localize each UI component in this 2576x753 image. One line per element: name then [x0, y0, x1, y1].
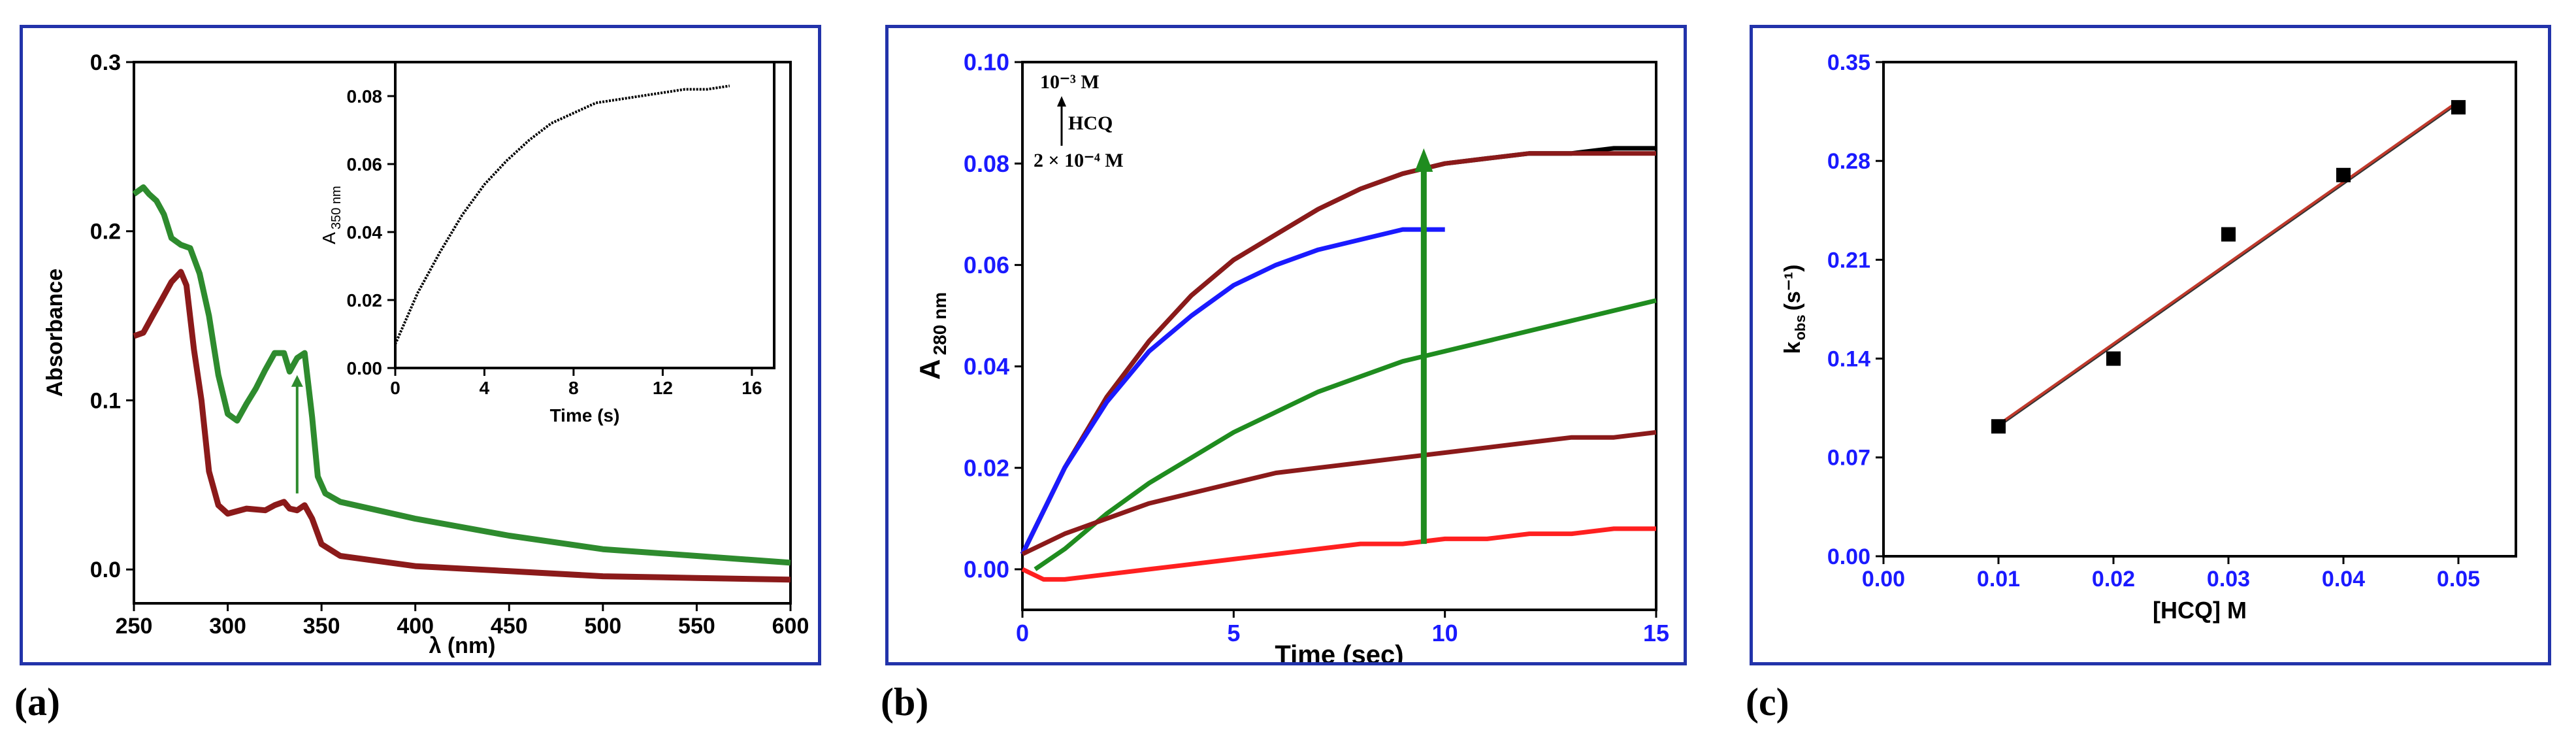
c-y-label-unit: (s⁻¹) — [1780, 265, 1805, 311]
c-y-label-main: k — [1780, 341, 1805, 354]
b-y-axis-label: A 280 nm — [914, 292, 950, 380]
a-inset-y-label-sub: 350 nm — [329, 186, 344, 229]
c-x-tick-label: 0.04 — [2322, 567, 2365, 592]
a-inset-y-tick-label: 0.00 — [347, 358, 383, 378]
chart-a: 250 300 350 400 450 500 550 600 0.0 0.1 0.2 0.3 λ (n… — [42, 50, 809, 658]
b-y-tick-label: 0.10 — [964, 49, 1009, 76]
c-x-tick-label: 0.02 — [2092, 567, 2135, 592]
b-y-tick-label: 0.00 — [964, 556, 1009, 583]
a-y-tick-label: 0.2 — [90, 220, 121, 244]
a-x-axis-label: λ (nm) — [429, 633, 496, 658]
c-plot-frame — [1882, 61, 2517, 558]
a-x-tick-label: 400 — [397, 614, 434, 639]
b-annotation-top: 10⁻³ M — [1040, 71, 1100, 93]
a-x-tick-label: 450 — [491, 614, 528, 639]
a-inset-y-tick-label: 0.08 — [347, 86, 383, 107]
c-x-tick-label: 0.00 — [1862, 567, 1905, 592]
panel-b: 0 5 10 15 0.00 0.02 0.04 0.06 0.08 0.10 Time (sec)… — [885, 25, 1687, 665]
c-data-point — [2451, 100, 2466, 115]
c-data-point — [1991, 419, 2006, 434]
a-inset-x-tick-label: 16 — [742, 378, 762, 398]
a-inset-x-tick-label: 0 — [390, 378, 400, 398]
b-annotation-bottom: 2 × 10⁻⁴ M — [1034, 150, 1124, 171]
b-y-tick-label: 0.02 — [964, 454, 1009, 481]
c-y-label-text: kobs (s⁻¹) — [1780, 265, 1808, 354]
c-fit-line — [1997, 100, 2460, 427]
a-inset-bg — [395, 62, 774, 368]
b-x-tick-label: 0 — [1016, 620, 1029, 646]
b-y-tick-label: 0.06 — [964, 252, 1009, 278]
c-data-point — [2106, 351, 2121, 366]
a-inset-y-tick-label: 0.06 — [347, 154, 383, 175]
c-fit-line-shadow — [1998, 103, 2459, 427]
a-x-tick-label: 600 — [772, 614, 809, 639]
panel-a: 250 300 350 400 450 500 550 600 0.0 0.1 0.2 0.3 λ (n… — [20, 25, 821, 665]
a-y-tick-label: 0.1 — [90, 388, 121, 413]
a-inset-x-tick-label: 8 — [568, 378, 579, 398]
a-inset-y-axis-label: A 350 nm — [319, 186, 344, 244]
a-x-tick-label: 300 — [209, 614, 246, 639]
panel-c-label: (c) — [1746, 680, 1789, 724]
c-x-axis-label: [HCQ] M — [2153, 597, 2247, 624]
b-y-label-sub: 280 nm — [930, 292, 950, 356]
c-data-point — [2336, 167, 2351, 182]
a-y-axis-label: Absorbance — [42, 269, 67, 397]
a-series-line-1 — [133, 269, 791, 583]
b-y-tick-label: 0.04 — [964, 353, 1009, 380]
c-x-tick-label: 0.01 — [1977, 567, 2020, 592]
a-inset-y-tick-label: 0.02 — [347, 290, 383, 310]
b-annotation-middle: HCQ — [1068, 112, 1113, 134]
b-series-line-4 — [1021, 429, 1657, 556]
b-x-tick-label: 5 — [1227, 620, 1240, 646]
a-inset-x-tick-label: 4 — [480, 378, 490, 398]
a-x-tick-label: 550 — [678, 614, 715, 639]
chart-c: 0.00 0.01 0.02 0.03 0.04 0.05 0.00 0.07 0.14 0.21… — [1780, 50, 2517, 624]
b-series-line-3 — [1034, 298, 1657, 571]
a-inset-plot-frame — [394, 61, 775, 369]
panel-b-label: (b) — [881, 680, 929, 724]
b-y-tick-label: 0.08 — [964, 150, 1009, 177]
a-x-tick-label: 350 — [303, 614, 340, 639]
panel-c: 0.00 0.01 0.02 0.03 0.04 0.05 0.00 0.07 0.14 0.21… — [1750, 25, 2551, 665]
c-data-point — [2221, 227, 2236, 242]
b-series-line-2 — [1020, 227, 1445, 556]
b-x-axis-label: Time (sec) — [1275, 641, 1403, 662]
c-y-tick-label: 0.28 — [1827, 149, 1870, 174]
a-x-tick-label: 250 — [116, 614, 153, 639]
c-y-tick-label: 0.00 — [1827, 544, 1870, 569]
b-annotation-arrow-head — [1057, 96, 1066, 107]
c-x-tick-label: 0.05 — [2437, 567, 2480, 592]
b-series-line-1 — [1020, 151, 1656, 556]
b-series-line-5 — [1021, 526, 1656, 582]
b-y-label-text: A 280 nm — [914, 292, 950, 380]
chart-b: 0 5 10 15 0.00 0.02 0.04 0.06 0.08 0.10 Time (sec)… — [914, 49, 1669, 662]
a-arrow-head — [291, 375, 303, 387]
a-series-line-0 — [132, 184, 791, 566]
c-y-label-sub: obs — [1792, 314, 1808, 340]
a-inset-series-line — [394, 84, 730, 345]
c-y-axis-label: kobs (s⁻¹) — [1780, 265, 1808, 354]
c-y-tick-label: 0.35 — [1827, 50, 1870, 75]
c-x-tick-label: 0.03 — [2207, 567, 2250, 592]
a-x-tick-label: 500 — [584, 614, 621, 639]
panel-a-label: (a) — [14, 680, 60, 724]
a-y-tick-label: 0.0 — [90, 558, 121, 582]
c-y-tick-label: 0.21 — [1827, 248, 1870, 273]
a-inset-x-axis-label: Time (s) — [550, 405, 620, 426]
a-y-tick-label: 0.3 — [90, 50, 121, 75]
a-inset-y-label-main: A — [319, 232, 339, 244]
a-inset-y-label-text: A 350 nm — [319, 186, 344, 244]
a-inset-y-tick-label: 0.04 — [347, 222, 383, 243]
b-plot-frame — [1021, 61, 1657, 611]
b-x-tick-label: 10 — [1432, 620, 1458, 646]
a-inset-x-tick-label: 12 — [653, 378, 673, 398]
b-series-line-0 — [1020, 146, 1656, 556]
c-y-tick-label: 0.07 — [1827, 446, 1870, 471]
b-y-label-main: A — [914, 359, 946, 380]
b-x-tick-label: 15 — [1643, 620, 1669, 646]
c-y-tick-label: 0.14 — [1827, 347, 1870, 372]
b-arrow-head — [1414, 148, 1433, 172]
